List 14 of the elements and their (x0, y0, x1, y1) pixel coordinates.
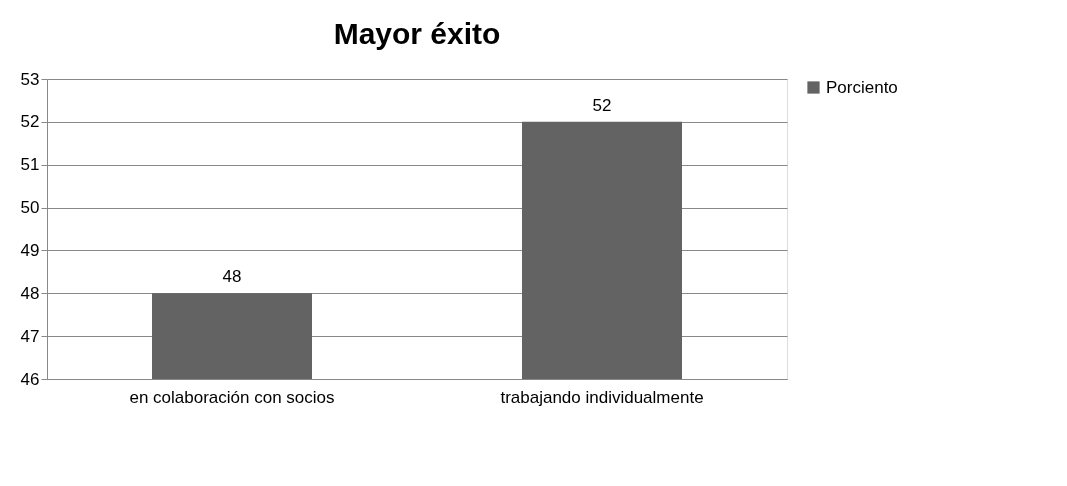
y-tick-label: 46 (20, 369, 40, 389)
legend-label: Porciento (826, 77, 898, 97)
y-tick-label: 51 (20, 155, 40, 175)
y-tick-label: 50 (20, 198, 40, 218)
x-tick-label: trabajando individualmente (500, 387, 704, 407)
data-label: 48 (222, 267, 242, 287)
y-tick-label: 48 (20, 283, 40, 303)
chart-title: Mayor éxito (333, 17, 501, 50)
y-tick-label: 49 (20, 240, 40, 260)
y-tick-label: 52 (20, 112, 40, 132)
x-tick-label: en colaboración con socios (129, 387, 335, 407)
data-label: 52 (592, 95, 612, 115)
y-tick-label: 53 (20, 69, 40, 89)
y-tick-label: 47 (20, 326, 40, 346)
